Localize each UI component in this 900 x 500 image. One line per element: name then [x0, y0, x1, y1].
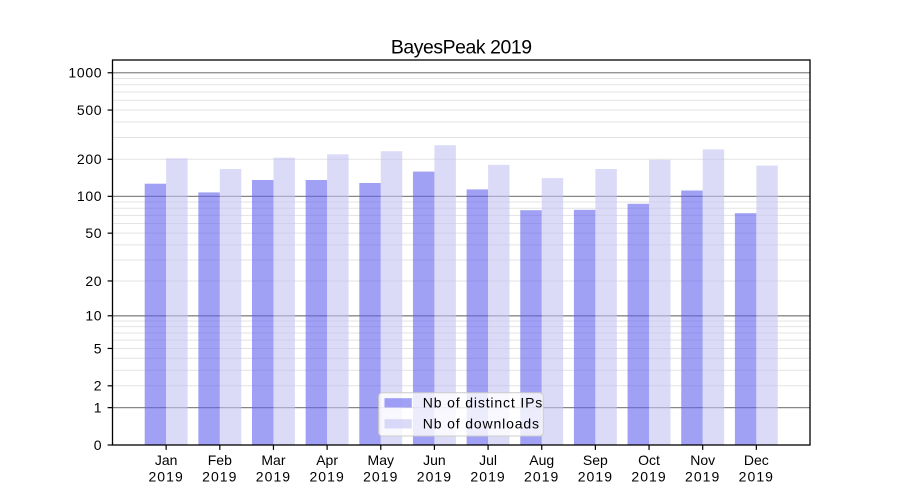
svg-text:1000: 1000: [68, 65, 102, 81]
svg-text:0: 0: [94, 437, 103, 453]
svg-text:2: 2: [94, 378, 103, 394]
svg-text:2019: 2019: [202, 469, 237, 485]
svg-text:1: 1: [94, 400, 103, 416]
svg-text:Nb of distinct IPs: Nb of distinct IPs: [423, 395, 543, 411]
svg-text:50: 50: [85, 225, 102, 241]
svg-text:Dec: Dec: [744, 452, 769, 468]
svg-text:Mar: Mar: [261, 452, 285, 468]
svg-text:2019: 2019: [631, 469, 666, 485]
svg-text:100: 100: [77, 188, 102, 204]
svg-text:Sep: Sep: [583, 452, 608, 468]
svg-text:2019: 2019: [470, 469, 505, 485]
svg-text:Jun: Jun: [423, 452, 446, 468]
svg-text:2019: 2019: [256, 469, 291, 485]
svg-text:500: 500: [77, 102, 102, 118]
svg-text:May: May: [368, 452, 394, 468]
svg-text:2019: 2019: [417, 469, 452, 485]
svg-text:2019: 2019: [524, 469, 559, 485]
svg-text:2019: 2019: [578, 469, 613, 485]
svg-text:20: 20: [85, 273, 102, 289]
svg-text:Nov: Nov: [690, 452, 715, 468]
svg-text:2019: 2019: [363, 469, 398, 485]
svg-text:2019: 2019: [148, 469, 183, 485]
svg-text:BayesPeak 2019: BayesPeak 2019: [391, 37, 532, 59]
svg-text:Jul: Jul: [479, 452, 497, 468]
svg-text:Apr: Apr: [316, 452, 338, 468]
svg-text:Jan: Jan: [155, 452, 178, 468]
svg-text:Oct: Oct: [638, 452, 660, 468]
svg-text:2019: 2019: [685, 469, 720, 485]
svg-text:200: 200: [77, 151, 102, 167]
svg-text:2019: 2019: [309, 469, 344, 485]
svg-text:Aug: Aug: [529, 452, 554, 468]
svg-text:Nb of downloads: Nb of downloads: [423, 416, 540, 432]
svg-text:2019: 2019: [739, 469, 774, 485]
svg-text:Feb: Feb: [208, 452, 232, 468]
svg-text:5: 5: [94, 340, 103, 356]
svg-text:10: 10: [85, 308, 102, 324]
